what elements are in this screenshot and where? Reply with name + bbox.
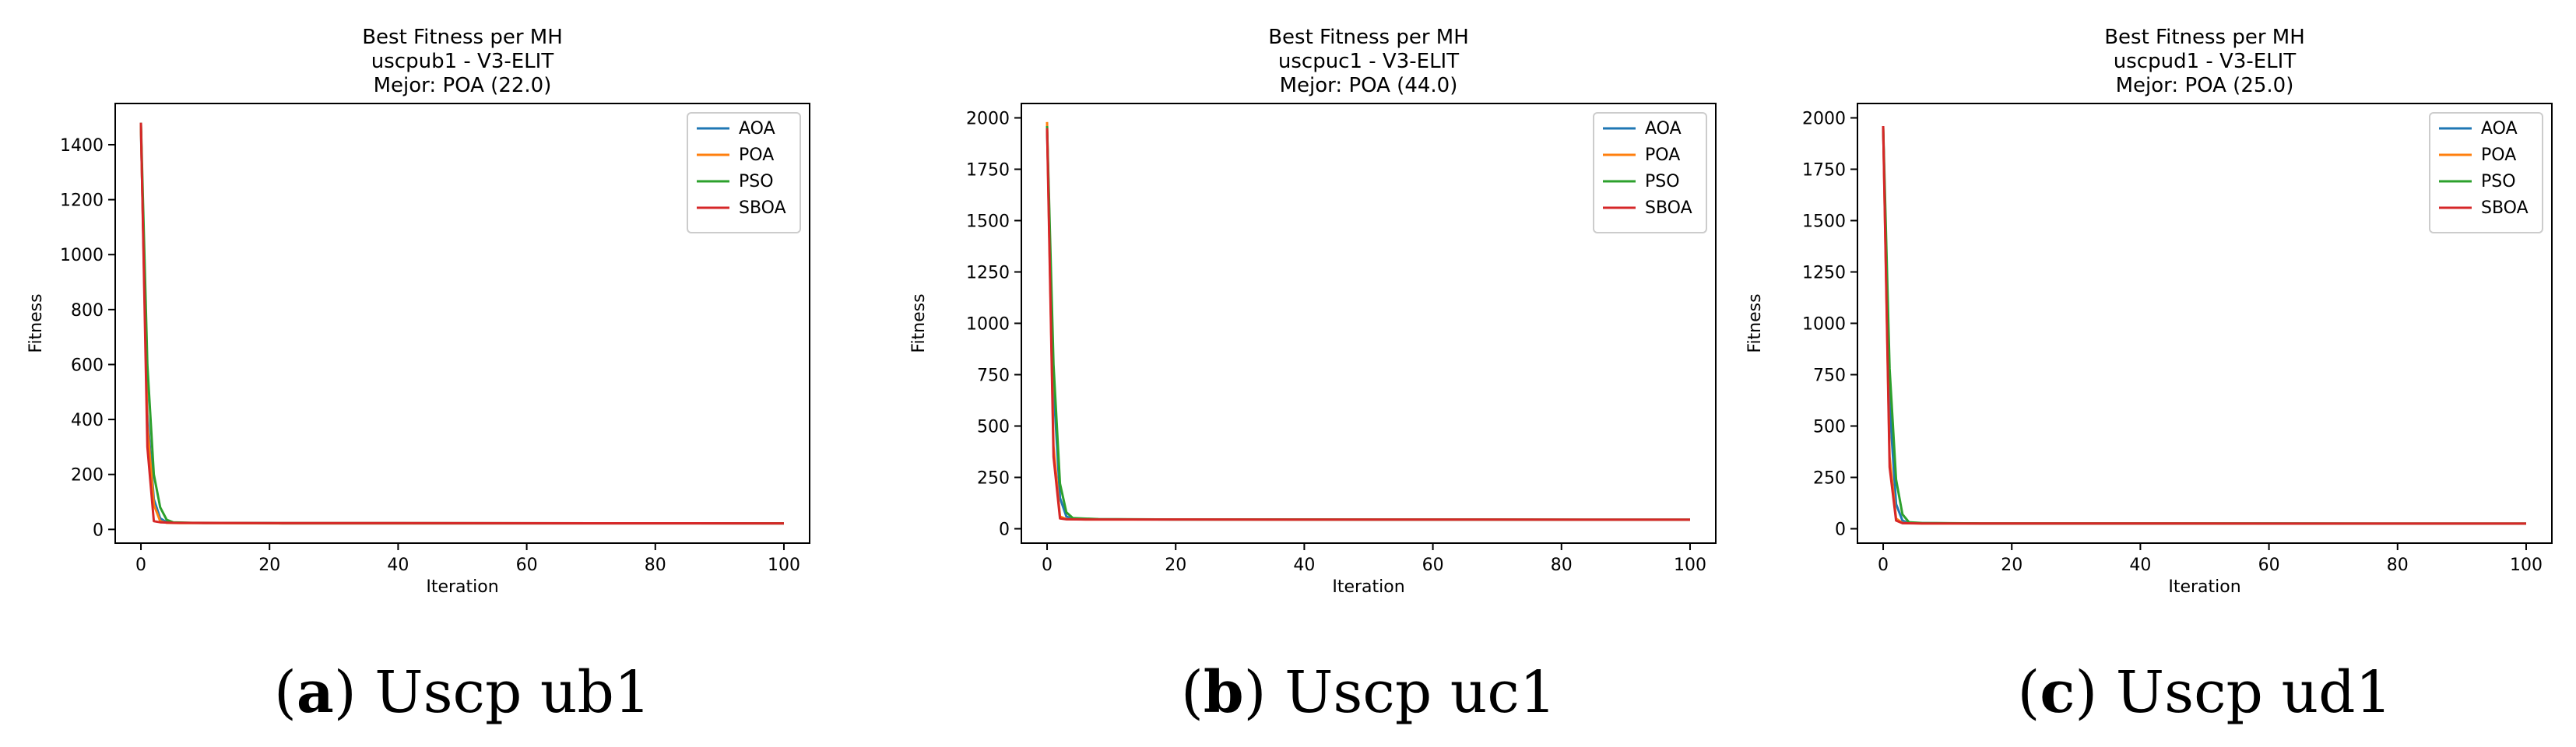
chart-title-line: Best Fitness per MH [362,26,563,49]
chart-title-line: uscpud1 - V3-ELIT [2114,50,2297,73]
y-axis-label: Fitness [26,293,46,352]
chart-title-line: Mejor: POA (25.0) [2116,74,2294,97]
y-tick-label: 2000 [1802,109,1846,128]
legend-label-pso: PSO [739,172,774,191]
subfigure-caption: (c) Uscp ud1 [2017,659,2391,726]
legend-label-aoa: AOA [739,119,775,139]
y-tick-label: 1000 [60,246,104,265]
y-tick-label: 1250 [1802,263,1846,282]
y-axis-label: Fitness [1745,293,1765,352]
x-tick-label: 100 [1674,556,1706,575]
x-tick-label: 60 [2258,556,2280,575]
y-tick-label: 600 [71,356,104,375]
x-tick-label: 40 [387,556,409,575]
x-tick-label: 80 [1551,556,1573,575]
x-tick-label: 100 [2510,556,2543,575]
x-axis-label: Iteration [426,577,498,597]
chart-title-line: uscpuc1 - V3-ELIT [1278,50,1459,73]
series-line-sboa [139,122,785,525]
legend-label-aoa: AOA [1645,119,1682,139]
subfigure-caption: (a) Uscp ub1 [274,659,651,726]
y-tick-label: 2000 [966,109,1010,128]
x-tick-label: 60 [516,556,538,575]
x-tick-label: 80 [645,556,666,575]
y-tick-label: 750 [1813,366,1846,386]
y-tick-label: 800 [71,301,104,321]
x-tick-label: 80 [2387,556,2409,575]
y-tick-label: 1250 [966,263,1010,282]
chart-title-line: Mejor: POA (22.0) [374,74,552,97]
y-tick-label: 500 [977,418,1010,437]
x-tick-label: 60 [1422,556,1444,575]
x-axis-label: Iteration [2168,577,2240,597]
x-axis-label: Iteration [1332,577,1404,597]
y-tick-label: 0 [93,521,104,540]
y-tick-label: 1500 [1802,212,1846,231]
legend-label-poa: POA [1645,146,1680,165]
legend-label-sboa: SBOA [739,198,786,218]
plot-area-frame [114,103,810,544]
legend-label-sboa: SBOA [2481,198,2529,218]
legend-box [687,112,801,233]
subfigure-caption: (b) Uscp uc1 [1181,659,1556,726]
x-tick-label: 100 [768,556,800,575]
y-tick-label: 200 [71,466,104,486]
series-line-sboa [1046,128,1691,521]
x-tick-label: 40 [2129,556,2151,575]
chart-title-line: Best Fitness per MH [2104,26,2305,49]
series-line-sboa [1882,125,2527,525]
x-tick-label: 40 [1293,556,1315,575]
y-tick-label: 400 [71,411,104,430]
y-tick-label: 0 [999,521,1010,540]
x-tick-label: 20 [2001,556,2022,575]
legend-box [2429,112,2543,233]
legend-label-aoa: AOA [2481,119,2518,139]
legend-label-poa: POA [739,146,774,165]
y-tick-label: 500 [1813,418,1846,437]
x-tick-label: 0 [1042,556,1053,575]
y-tick-label: 0 [1835,521,1846,540]
x-tick-label: 20 [258,556,280,575]
x-tick-label: 0 [135,556,146,575]
chart-title-line: Best Fitness per MH [1268,26,1469,49]
legend-label-sboa: SBOA [1645,198,1692,218]
legend-label-pso: PSO [2481,172,2516,191]
y-tick-label: 1500 [966,212,1010,231]
y-tick-label: 250 [977,469,1010,489]
y-tick-label: 1000 [966,315,1010,335]
x-tick-label: 0 [1878,556,1889,575]
x-tick-label: 20 [1165,556,1186,575]
y-tick-label: 250 [1813,469,1846,489]
chart-title-line: Mejor: POA (44.0) [1280,74,1458,97]
legend-label-pso: PSO [1645,172,1680,191]
y-tick-label: 1750 [966,160,1010,180]
y-tick-label: 1400 [60,136,104,156]
y-tick-label: 1000 [1802,315,1846,335]
y-tick-label: 1750 [1802,160,1846,180]
legend-box [1593,112,1707,233]
y-tick-label: 750 [977,366,1010,386]
y-axis-label: Fitness [909,293,929,352]
chart-title-line: uscpub1 - V3-ELIT [371,50,554,73]
y-tick-label: 1200 [60,191,104,211]
legend-label-poa: POA [2481,146,2516,165]
